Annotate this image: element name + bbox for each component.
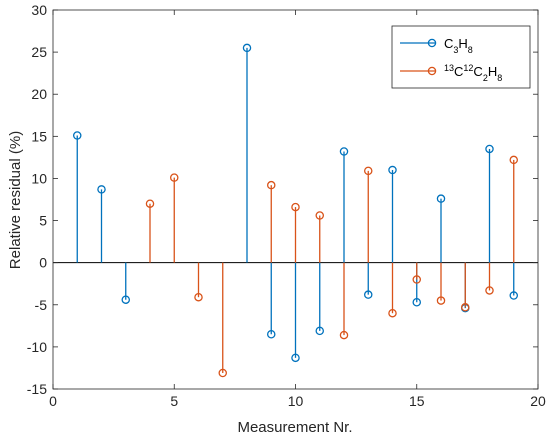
- stem-marker-13c12c2h8-9: [266, 180, 276, 190]
- stem-marker-c3h8-2: [97, 185, 106, 194]
- stem-marker-c3h8-16: [436, 194, 446, 203]
- stem-marker-13c12c2h8-6: [194, 292, 203, 302]
- stem-marker-c3h8-8: [242, 43, 252, 53]
- stem-marker-13c12c2h8-11: [315, 211, 324, 220]
- stem-marker-c3h8-11: [315, 326, 324, 336]
- stem-marker-c3h8-13: [363, 290, 373, 299]
- stem-marker-c3h8-9: [266, 330, 276, 339]
- legend-swatch-marker: [427, 66, 437, 76]
- stem-marker-13c12c2h8-12: [339, 330, 349, 340]
- stem-marker-13c12c2h8-18: [485, 286, 494, 295]
- y-tick-label: -15: [27, 381, 47, 397]
- stem-marker-13c12c2h8-7: [218, 368, 227, 378]
- legend-swatch-marker: [427, 38, 437, 48]
- stem-marker-13c12c2h8-10: [291, 202, 300, 212]
- y-tick-label: 15: [31, 128, 47, 144]
- stem-marker-13c12c2h8-14: [388, 308, 397, 318]
- legend: C3H8 13C12C2H8: [391, 25, 531, 89]
- y-tick-label: 0: [39, 255, 47, 271]
- stem-marker-c3h8-19: [509, 291, 518, 300]
- x-axis-label: Measurement Nr.: [237, 419, 352, 436]
- legend-box: [391, 25, 531, 89]
- y-tick-label: 20: [31, 86, 47, 102]
- x-tick-label: 20: [530, 393, 546, 409]
- stem-marker-13c12c2h8-15: [412, 275, 421, 284]
- y-tick-label: 30: [31, 2, 47, 18]
- stem-marker-13c12c2h8-16: [436, 296, 446, 305]
- stem-marker-13c12c2h8-4: [145, 199, 155, 208]
- stem-marker-13c12c2h8-5: [169, 173, 179, 182]
- stem-marker-13c12c2h8-17: [460, 303, 470, 312]
- stem-marker-c3h8-18: [485, 144, 494, 154]
- stem-marker-c3h8-15: [412, 298, 421, 307]
- stem-marker-c3h8-1: [73, 131, 82, 140]
- y-tick-label: 5: [39, 213, 47, 229]
- x-tick-label: 10: [288, 393, 304, 409]
- x-tick-label: 0: [49, 393, 57, 409]
- y-axis-label: Relative residual (%): [7, 131, 24, 269]
- stem-marker-c3h8-3: [121, 295, 131, 304]
- stem-marker-c3h8-10: [291, 353, 300, 363]
- stem-marker-13c12c2h8-19: [509, 155, 518, 165]
- stem-marker-13c12c2h8-13: [363, 166, 373, 176]
- x-tick-label: 15: [409, 393, 425, 409]
- legend-label: C3H8: [444, 36, 473, 55]
- stem-marker-c3h8-14: [388, 165, 397, 175]
- y-tick-label: 25: [31, 44, 47, 60]
- x-tick-label: 5: [170, 393, 178, 409]
- legend-label: 13C12C2H8: [444, 63, 502, 83]
- stem-marker-c3h8-12: [339, 147, 349, 156]
- y-tick-label: -10: [27, 339, 47, 355]
- y-tick-label: -5: [35, 297, 48, 313]
- y-tick-label: 10: [31, 170, 47, 186]
